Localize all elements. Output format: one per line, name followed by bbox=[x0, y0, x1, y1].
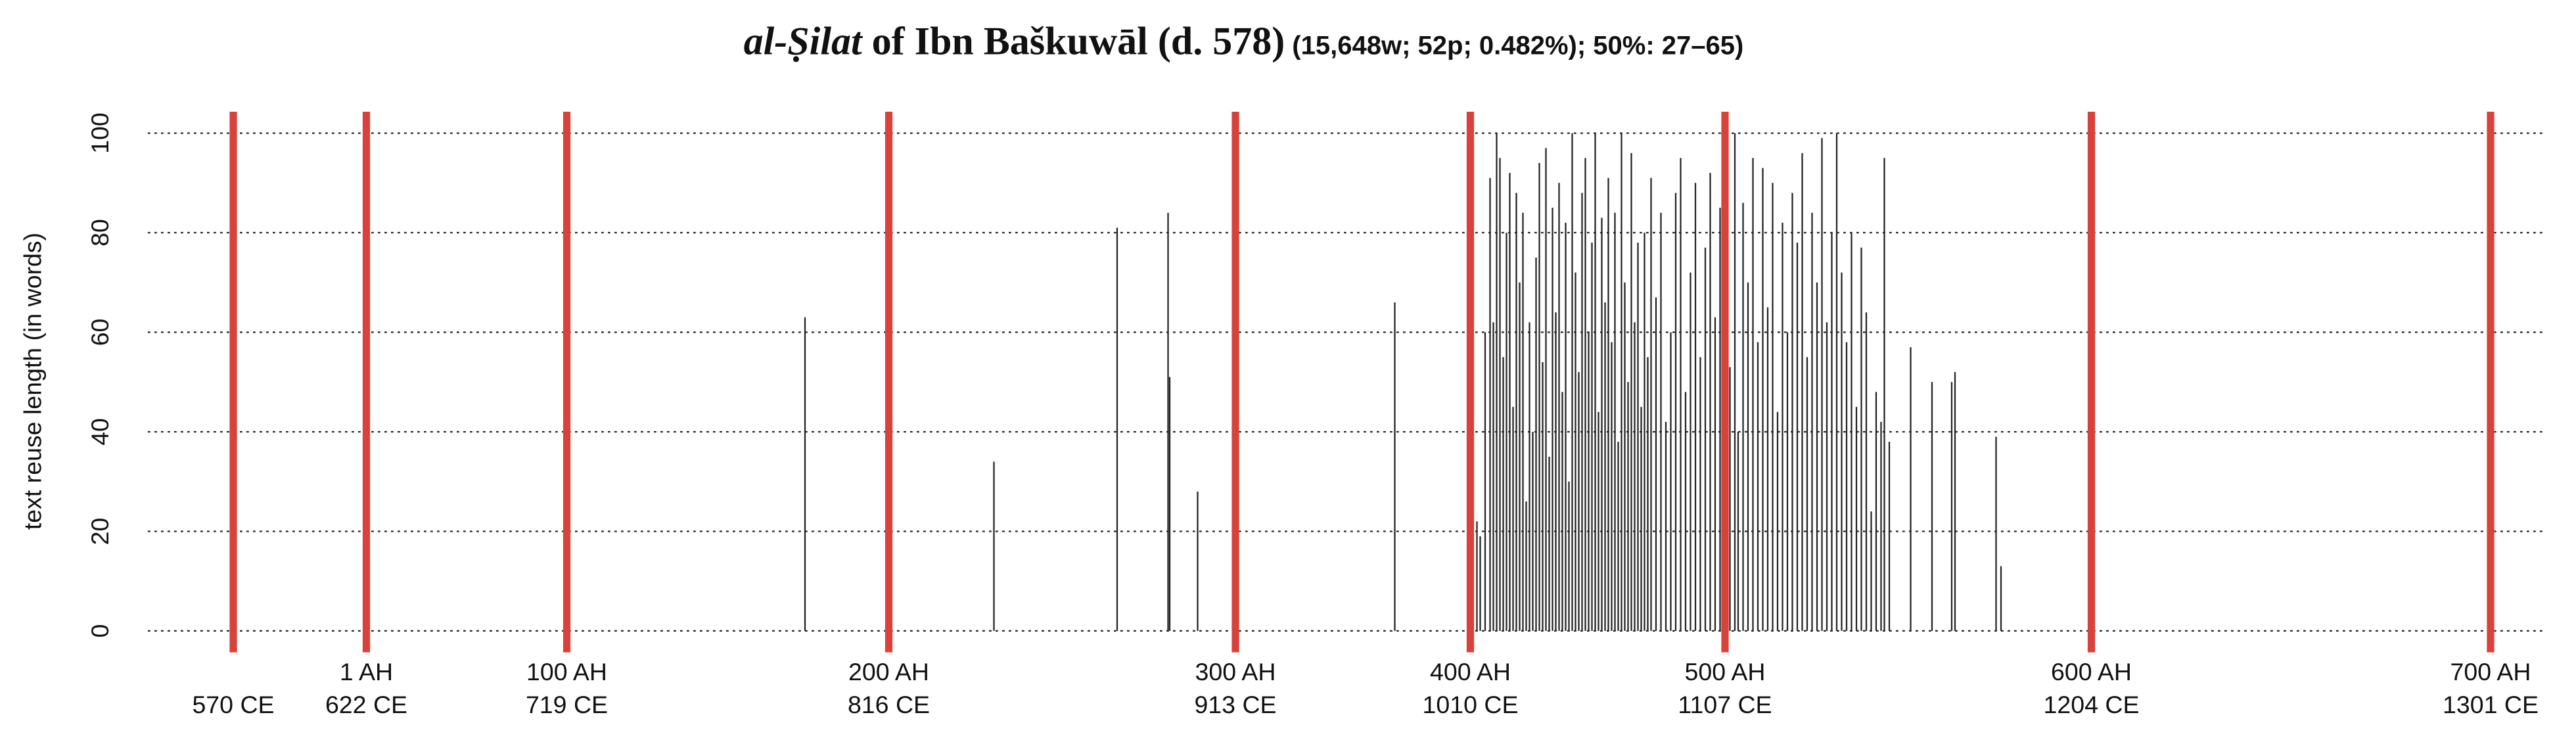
x-tick-label-ah: 700 AH bbox=[2450, 658, 2531, 686]
x-tick-label-ce: 816 CE bbox=[848, 691, 930, 718]
x-tick-label-ce: 1301 CE bbox=[2443, 691, 2539, 718]
x-tick-label-ah: 600 AH bbox=[2051, 658, 2132, 686]
x-tick-label-ce: 1010 CE bbox=[1423, 691, 1519, 718]
x-tick-label-ce: 913 CE bbox=[1194, 691, 1276, 718]
title-main: of Ibn Baškuwāl (d. 578) bbox=[862, 20, 1285, 63]
y-tick-label: 0 bbox=[86, 624, 114, 638]
x-tick-label-ah: 100 AH bbox=[526, 658, 607, 686]
title-italic: al-Ṣilat bbox=[744, 20, 863, 63]
y-tick-label: 100 bbox=[86, 112, 114, 154]
x-tick-label-ah: 500 AH bbox=[1684, 658, 1765, 686]
x-tick-label-ce: 719 CE bbox=[526, 691, 608, 718]
y-tick-label: 60 bbox=[86, 319, 114, 346]
x-tick-label-ce: 1107 CE bbox=[1678, 691, 1772, 718]
y-tick-label: 40 bbox=[86, 418, 114, 446]
x-tick-label-ah: 300 AH bbox=[1195, 658, 1276, 686]
y-axis-label: text reuse length (in words) bbox=[19, 233, 47, 530]
x-tick-label-ah: 400 AH bbox=[1430, 658, 1511, 686]
y-tick-label: 20 bbox=[86, 518, 114, 546]
x-tick-label-ah: 200 AH bbox=[848, 658, 929, 686]
x-tick-label-ce: 622 CE bbox=[325, 691, 407, 718]
title-stats: (15,648w; 52p; 0.482%); 50%: 27–65) bbox=[1285, 32, 1743, 60]
x-tick-label-ce: 1204 CE bbox=[2044, 691, 2140, 718]
x-tick-label-ah: 1 AH bbox=[340, 658, 393, 686]
x-tick-label-ce: 570 CE bbox=[192, 691, 274, 718]
y-tick-label: 80 bbox=[86, 219, 114, 246]
chart-title: al-Ṣilat of Ibn Baškuwāl (d. 578) (15,64… bbox=[744, 20, 1744, 63]
